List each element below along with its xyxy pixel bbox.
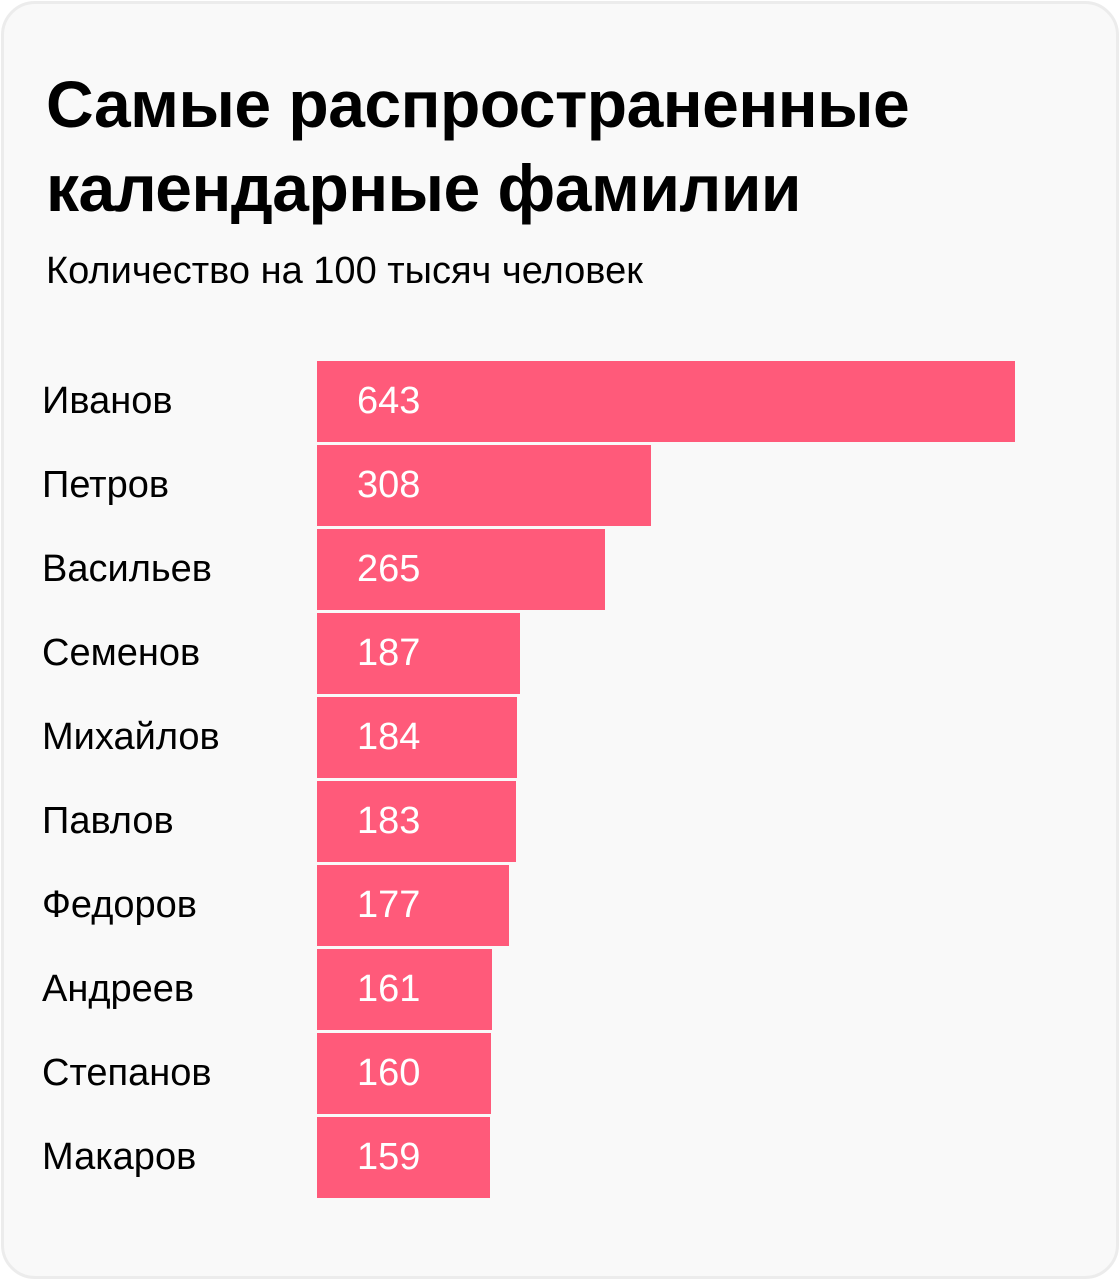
bar bbox=[317, 1033, 491, 1114]
bar-row: Андреев 161 bbox=[0, 949, 1120, 1030]
bar bbox=[317, 697, 517, 778]
bar bbox=[317, 613, 520, 694]
category-label: Макаров bbox=[42, 1136, 197, 1178]
value-label: 187 bbox=[357, 632, 421, 674]
bar bbox=[317, 361, 1015, 442]
bar-row: Иванов 643 bbox=[0, 361, 1120, 442]
chart-subtitle: Количество на 100 тысяч человек bbox=[46, 250, 643, 292]
bar-row: Макаров 159 bbox=[0, 1117, 1120, 1198]
bar-row: Степанов 160 bbox=[0, 1033, 1120, 1114]
value-label: 184 bbox=[357, 716, 421, 758]
bar bbox=[317, 865, 510, 946]
category-label: Семенов bbox=[42, 632, 201, 674]
bar-row: Петров 308 bbox=[0, 445, 1120, 526]
bar-row: Федоров 177 bbox=[0, 865, 1120, 946]
value-label: 265 bbox=[357, 548, 421, 590]
value-label: 308 bbox=[357, 464, 421, 506]
bar bbox=[317, 781, 516, 862]
bar bbox=[317, 949, 492, 1030]
category-label: Павлов bbox=[42, 800, 174, 842]
bar bbox=[317, 445, 652, 526]
value-label: 161 bbox=[357, 968, 421, 1010]
value-label: 183 bbox=[357, 800, 421, 842]
bar-row: Павлов 183 bbox=[0, 781, 1120, 862]
category-label: Степанов bbox=[42, 1052, 212, 1094]
value-label: 643 bbox=[357, 380, 421, 422]
value-label: 160 bbox=[357, 1052, 421, 1094]
bar-row: Васильев 265 bbox=[0, 529, 1120, 610]
chart-title: Самые распространенные календарные фамил… bbox=[46, 67, 910, 225]
category-label: Иванов bbox=[42, 380, 173, 422]
bar-row: Семенов 187 bbox=[0, 613, 1120, 694]
value-label: 177 bbox=[357, 884, 421, 926]
bar bbox=[317, 529, 605, 610]
bar bbox=[317, 1117, 490, 1198]
category-label: Петров bbox=[42, 464, 170, 506]
value-label: 159 bbox=[357, 1136, 421, 1178]
bar-row: Михайлов 184 bbox=[0, 697, 1120, 778]
category-label: Васильев bbox=[42, 548, 212, 590]
category-label: Андреев bbox=[42, 968, 195, 1010]
category-label: Михайлов bbox=[42, 716, 220, 758]
category-label: Федоров bbox=[42, 884, 197, 926]
